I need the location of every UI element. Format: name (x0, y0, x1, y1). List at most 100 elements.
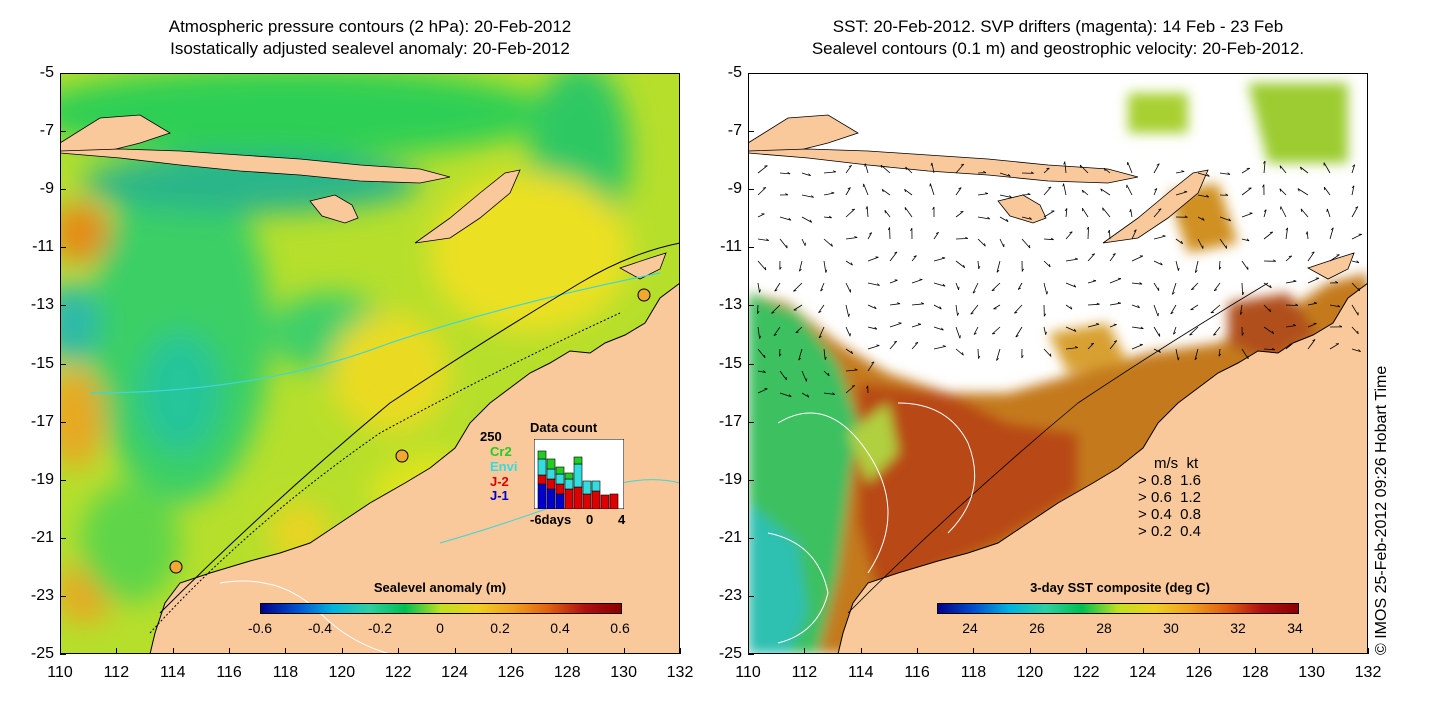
velocity-arrow (1175, 191, 1188, 196)
velocity-arrow (1043, 167, 1050, 174)
sst-colorbar-tick: 30 (1163, 620, 1179, 636)
velocity-arrow (1213, 326, 1221, 336)
sealevel-colorbar-gradient (260, 603, 622, 614)
velocity-arrow-head (1172, 292, 1175, 295)
velocity-legend-row: > 0.4 0.8 (1138, 506, 1201, 523)
velocity-arrow (1323, 162, 1331, 174)
velocity-arrow-head (831, 243, 833, 247)
velocity-arrow (1197, 194, 1209, 198)
velocity-arrow (867, 304, 877, 310)
velocity-arrow-head (827, 372, 830, 377)
velocity-arrow-head (1218, 353, 1222, 357)
longitude-tick-label: 126 (497, 664, 525, 681)
data-count-xlabel-zero: 0 (586, 512, 594, 527)
velocity-arrow (977, 193, 989, 196)
velocity-arrow (1087, 280, 1097, 284)
latitude-tick-label: -23 (30, 586, 54, 604)
velocity-arrow (933, 304, 942, 310)
velocity-arrow (823, 370, 830, 377)
velocity-arrow (1087, 303, 1100, 306)
mission-label-j1: J-1 (490, 488, 509, 503)
velocity-arrow (1351, 260, 1360, 264)
velocity-arrow-head (973, 332, 977, 335)
latitude-tick (60, 654, 66, 655)
velocity-arrow-head (1293, 279, 1297, 282)
velocity-arrow-head (1292, 324, 1297, 326)
velocity-arrow-head (833, 170, 837, 173)
velocity-arrow (1218, 260, 1221, 270)
velocity-arrow (970, 304, 979, 315)
velocity-arrow (880, 164, 891, 174)
velocity-arrow (1082, 207, 1089, 218)
latitude-tick (748, 421, 754, 423)
sumba-island (309, 194, 359, 224)
longitude-tick (1311, 648, 1313, 654)
velocity-arrow-head (786, 245, 788, 249)
velocity-arrow-head (1107, 229, 1110, 233)
velocity-arrow (1213, 282, 1221, 292)
velocity-arrow-head (866, 385, 869, 389)
sealevel-colorbar-tick: 0.4 (550, 620, 570, 636)
velocity-arrow (1171, 282, 1177, 295)
velocity-arrow-head (757, 310, 760, 314)
velocity-arrow (1153, 208, 1162, 218)
tide-gauge-marker (169, 560, 183, 574)
velocity-arrow (801, 172, 811, 177)
latitude-tick-label: -15 (30, 354, 54, 372)
velocity-arrow-head (1184, 215, 1188, 218)
velocity-arrow-head (1297, 188, 1300, 192)
velocity-arrow-head (762, 187, 766, 189)
velocity-arrow (1329, 254, 1340, 262)
velocity-arrow (757, 370, 766, 373)
velocity-arrow-head (1028, 245, 1031, 249)
left-map-frame (60, 73, 680, 654)
velocity-arrow-head (932, 206, 935, 210)
velocity-arrow-head (881, 189, 884, 193)
velocity-arrow-head (939, 306, 942, 310)
velocity-arrow (779, 238, 788, 249)
velocity-arrow (1065, 258, 1078, 262)
velocity-arrow-head (1027, 192, 1031, 195)
longitude-tick (510, 648, 512, 654)
velocity-arrow (1065, 304, 1073, 310)
velocity-arrow (1153, 326, 1161, 337)
velocity-arrow (999, 216, 1009, 222)
velocity-arrow-head (854, 368, 858, 371)
velocity-arrow (905, 166, 913, 174)
velocity-arrow-head (1074, 257, 1078, 260)
sealevel-contour (897, 402, 976, 534)
longitude-tick (973, 648, 975, 654)
velocity-arrow (1065, 208, 1068, 218)
velocity-arrow-head (935, 231, 939, 234)
velocity-arrow (1307, 323, 1317, 328)
velocity-legend-row: > 0.2 0.4 (1138, 523, 1201, 540)
velocity-arrow (1351, 348, 1361, 352)
velocity-arrow (845, 237, 858, 240)
velocity-arrow-head (1015, 335, 1019, 338)
longitude-tick-label: 124 (1129, 664, 1156, 681)
velocity-arrow (1285, 280, 1297, 284)
velocity-arrow-head (1154, 188, 1158, 191)
longitude-tick (1142, 648, 1144, 654)
latitude-tick-label: -9 (39, 180, 54, 198)
velocity-arrow (884, 209, 891, 218)
velocity-arrow-head (987, 216, 991, 220)
velocity-arrow (955, 211, 964, 218)
velocity-arrow (845, 385, 856, 394)
timor-island (1102, 169, 1209, 244)
velocity-arrow (801, 238, 806, 246)
velocity-arrow-head (1006, 218, 1009, 222)
velocity-arrow-head (1158, 349, 1161, 353)
velocity-arrow-head (818, 335, 822, 339)
velocity-arrow-head (825, 269, 828, 273)
velocity-arrow-head (978, 355, 981, 359)
velocity-arrow-head (1214, 289, 1218, 292)
velocity-arrow-head (1194, 357, 1198, 361)
velocity-arrow-head (942, 283, 946, 287)
velocity-arrow-head (1170, 312, 1174, 315)
velocity-arrow (1153, 188, 1158, 196)
velocity-arrow-head (1029, 217, 1032, 220)
velocity-arrow-head (1030, 171, 1034, 174)
velocity-arrow (823, 238, 833, 247)
velocity-arrow (1043, 186, 1052, 196)
